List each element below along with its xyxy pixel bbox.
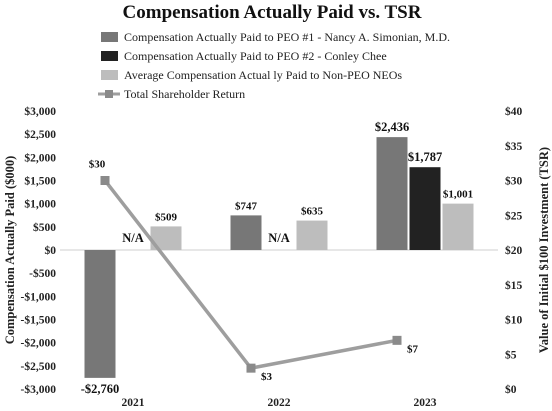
tsr-point [392,335,402,345]
na-label: N/A [122,231,144,245]
right-tick-label: $25 [505,209,523,222]
left-tick-label: $1,500 [24,175,56,188]
legend-label-2: Average Compensation Actual ly Paid to N… [124,68,402,82]
x-tick-label: 2022 [268,397,291,409]
bar-0-2023 [376,137,408,250]
bar-value-label: $1,787 [408,150,442,164]
right-tick-label: $5 [505,348,517,361]
left-tick-label: $2,500 [24,128,56,141]
tsr-point [100,176,110,185]
bar-value-label: -$2,760 [81,382,120,396]
left-tick-label: $3,000 [24,105,56,118]
legend: Compensation Actually Paid to PEO #1 - N… [98,30,450,101]
x-tick-label: 2021 [122,397,145,409]
bar-value-label: $747 [235,200,258,212]
left-tick-label: -$500 [29,267,56,280]
legend-swatch-2 [101,70,118,80]
left-tick-label: $500 [33,221,56,234]
left-tick-label: -$1,500 [21,314,57,327]
x-tick-label: 2023 [414,397,437,409]
tsr-value-label: $30 [89,159,106,171]
legend-swatch-0 [101,32,118,42]
legend-label-1: Compensation Actually Paid to PEO #2 - C… [124,49,387,63]
bars [84,137,474,378]
left-tick-label: $1,000 [24,198,56,211]
bar-2-2023 [442,203,474,250]
right-tick-label: $15 [505,279,523,292]
right-axis-ticks: $40 $35 $30 $25 $20 $15 $10 $5 $0 [505,105,523,396]
chart-title: Compensation Actually Paid vs. TSR [123,2,422,23]
legend-label-3: Total Shareholder Return [124,87,245,101]
bar-value-label: $635 [301,206,324,218]
left-tick-label: -$2,500 [21,360,57,373]
left-tick-label: -$1,000 [21,290,57,303]
left-axis-title: Compensation Actually Paid ($000) [3,156,17,345]
legend-swatch-1 [101,51,118,61]
left-tick-label: -$2,000 [21,337,57,350]
tsr-value-label: $3 [261,371,273,383]
legend-marker-tsr [105,90,113,98]
left-tick-label: $2,000 [24,151,56,164]
right-tick-label: $40 [505,105,523,118]
bar-0-2021 [84,250,116,378]
tsr-point [246,363,256,373]
bar-2-2021 [150,226,182,250]
left-tick-label: -$3,000 [21,383,57,396]
data-labels: -$2,760 $747 $2,436 N/A N/A $1,787 $509 $635 $1,… [81,120,473,396]
right-tick-label: $10 [505,314,523,327]
tsr-line-group [100,176,402,373]
legend-label-0: Compensation Actually Paid to PEO #1 - N… [124,30,450,44]
x-axis-ticks: 2021 2022 2023 [122,397,437,409]
bar-2-2022 [296,220,328,250]
bar-0-2022 [230,215,262,250]
na-label: N/A [268,231,290,245]
bar-value-label: $509 [155,211,178,223]
right-tick-label: $30 [505,175,523,188]
right-tick-label: $20 [505,244,523,257]
bar-value-label: $1,001 [443,189,473,201]
right-axis-title: Value of Initial $100 Investment (TSR) [537,147,551,353]
left-tick-label: $0 [45,244,57,257]
left-axis-ticks: $3,000 $2,500 $2,000 $1,500 $1,000 $500 $0 -$50… [21,105,57,396]
bar-value-label: $2,436 [375,120,409,134]
right-tick-label: $0 [505,383,517,396]
right-tick-label: $35 [505,140,523,153]
bar-1-2023 [409,167,441,250]
tsr-value-label: $7 [407,343,419,355]
